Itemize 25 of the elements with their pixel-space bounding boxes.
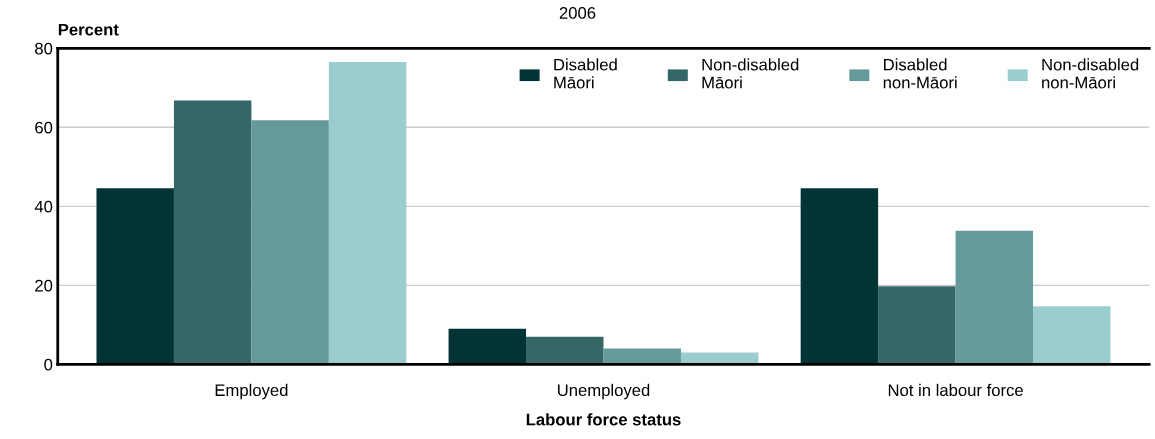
y-tick-label: 80 [35, 42, 53, 55]
bar [448, 328, 527, 365]
bar [173, 100, 252, 365]
bar [800, 188, 879, 365]
bar [1033, 306, 1111, 365]
bar [878, 286, 956, 365]
bar [328, 62, 407, 365]
legend-label: Non-disabled non-Māori [1042, 58, 1139, 89]
x-tick-label: Unemployed [557, 383, 650, 400]
y-tick-label: 20 [35, 279, 53, 292]
bar [526, 336, 604, 365]
y-tick-label: 60 [35, 121, 53, 134]
y-axis-title: Percent [58, 23, 119, 36]
legend-label: Disabled non-Māori [883, 58, 957, 89]
x-tick-label: Not in labour force [888, 383, 1023, 397]
legend-label: Disabled Māori [554, 58, 617, 89]
y-tick-label: 0 [44, 358, 53, 371]
chart-title: 2006 [559, 7, 596, 19]
x-tick-label: Employed [215, 383, 288, 400]
bar [251, 120, 329, 365]
x-axis-title: Labour force status [526, 413, 681, 426]
bar [96, 188, 174, 365]
legend-label: Non-disabled Māori [702, 58, 799, 89]
y-tick-label: 40 [34, 200, 53, 213]
bar [955, 230, 1034, 365]
